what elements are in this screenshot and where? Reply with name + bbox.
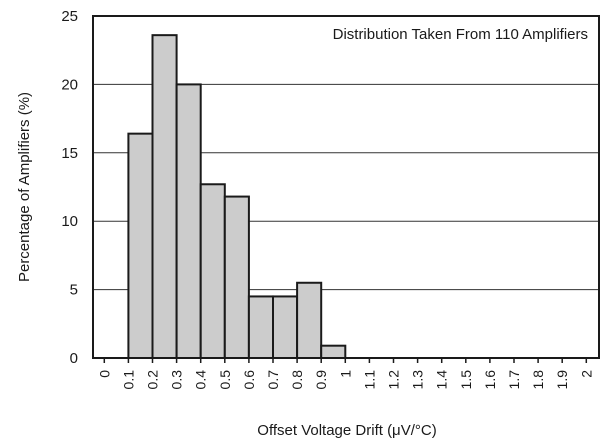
x-tick-label-1.2: 1.2 [386, 370, 402, 390]
y-tick-label-10: 10 [61, 213, 78, 230]
y-tick-label-15: 15 [61, 145, 78, 162]
histogram-bar-0.3-0.4 [175, 83, 202, 360]
histogram-bar-0.4-0.5 [199, 183, 226, 359]
y-axis-label: Percentage of Amplifiers (%) [16, 92, 33, 282]
x-tick-label-1.5: 1.5 [458, 370, 474, 390]
x-tick-label-0.6: 0.6 [241, 370, 257, 390]
x-tick-label-0.2: 0.2 [145, 370, 161, 390]
histogram-bar-0.9-1 [320, 344, 347, 359]
x-tick-label-0.3: 0.3 [169, 370, 185, 390]
chart-annotation: Distribution Taken From 110 Amplifiers [333, 26, 588, 43]
x-tick-label-0.9: 0.9 [313, 370, 329, 390]
x-tick-label-0.7: 0.7 [265, 370, 281, 390]
y-tick-label-20: 20 [61, 76, 78, 93]
x-ticks: 0 0.1 0.2 0.3 0.4 0.5 0.6 0.7 0.8 0.9 1 1.1 1.2 1.3 1.… [96, 358, 594, 389]
x-axis-label: Offset Voltage Drift (μV/°C) [257, 422, 436, 439]
histogram-bar-0.5-0.6 [223, 195, 250, 359]
histogram-bar-0.8-0.9 [296, 281, 323, 360]
x-tick-label-0.1: 0.1 [120, 370, 136, 390]
x-tick-label-1.9: 1.9 [554, 370, 570, 390]
x-tick-label-1.1: 1.1 [361, 370, 377, 390]
x-tick-label-0.8: 0.8 [289, 370, 305, 390]
x-tick-label-1.8: 1.8 [530, 370, 546, 390]
x-tick-label-2: 2 [578, 370, 594, 378]
y-tick-label-25: 25 [61, 8, 78, 25]
x-tick-label-1.7: 1.7 [506, 370, 522, 390]
y-ticks: 0 5 10 15 20 25 [61, 8, 78, 367]
histogram-bar-0.2-0.3 [151, 34, 178, 359]
x-tick-label-1.3: 1.3 [410, 370, 426, 390]
y-tick-label-0: 0 [70, 350, 78, 367]
histogram-bar-0.7-0.8 [272, 295, 299, 360]
x-tick-label-1.4: 1.4 [434, 370, 450, 390]
bars [127, 34, 347, 360]
histogram-bar-0.1-0.2 [127, 132, 154, 359]
y-tick-label-5: 5 [70, 282, 78, 299]
x-tick-label-0.4: 0.4 [193, 370, 209, 390]
histogram-bar-0.6-0.7 [247, 295, 274, 360]
x-tick-label-1.6: 1.6 [482, 370, 498, 390]
x-tick-label-0: 0 [96, 370, 112, 378]
x-tick-label-0.5: 0.5 [217, 370, 233, 390]
x-tick-label-1: 1 [337, 370, 353, 378]
